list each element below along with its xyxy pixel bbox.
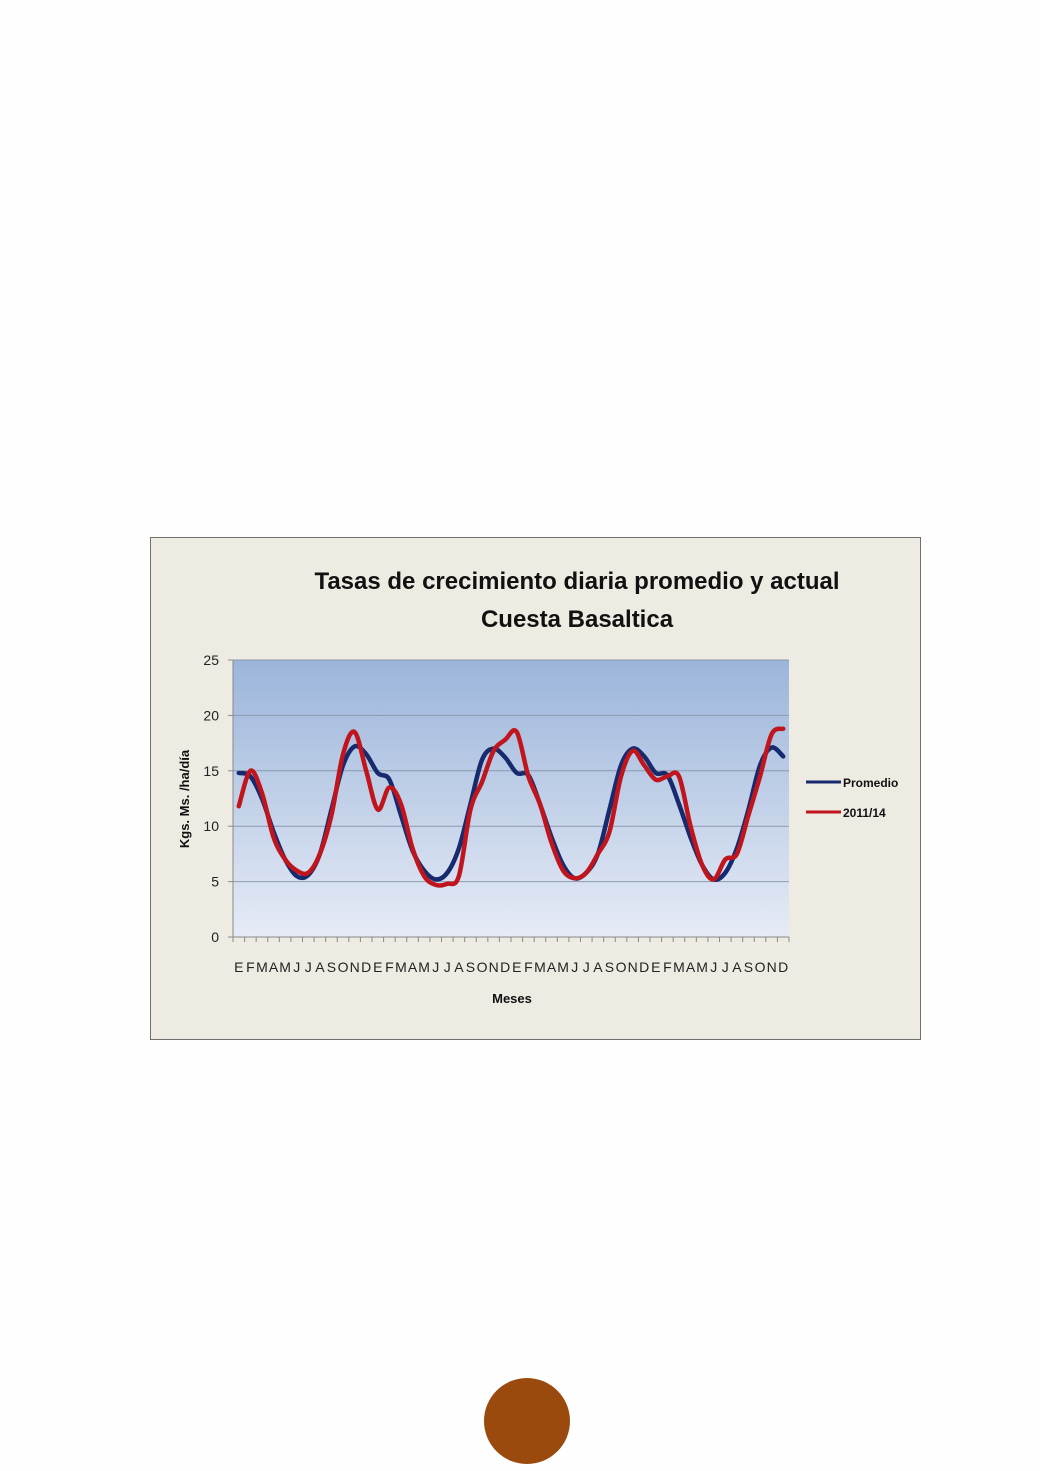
x-tick-label: N	[350, 959, 360, 975]
x-tick-label: A	[732, 959, 742, 975]
x-tick-label: E	[512, 959, 521, 975]
y-tick-label: 10	[203, 818, 219, 834]
x-tick-label: N	[767, 959, 777, 975]
x-tick-label: F	[246, 959, 255, 975]
y-tick-label: 20	[203, 707, 219, 723]
chart-subtitle: Cuesta Basaltica	[481, 606, 674, 633]
x-tick-label: A	[315, 959, 325, 975]
x-tick-label: M	[418, 959, 430, 975]
x-tick-label: J	[571, 959, 578, 975]
x-tick-label: F	[524, 959, 533, 975]
x-tick-label: J	[305, 959, 312, 975]
x-tick-label: J	[583, 959, 590, 975]
x-tick-label: M	[534, 959, 546, 975]
x-tick-label: O	[477, 959, 488, 975]
y-axis-title: Kgs. Ms. /ha/día	[177, 749, 192, 848]
x-tick-label: J	[444, 959, 451, 975]
x-tick-label: E	[234, 959, 243, 975]
x-tick-label: D	[639, 959, 649, 975]
legend: Promedio 2011/14	[806, 776, 898, 820]
y-tick-label: 25	[203, 652, 219, 668]
x-tick-label: A	[547, 959, 557, 975]
x-tick-label: S	[744, 959, 753, 975]
x-tick-label: A	[593, 959, 603, 975]
x-tick-label: D	[500, 959, 510, 975]
x-axis-title: Meses	[492, 991, 532, 1006]
x-tick-label: O	[338, 959, 349, 975]
legend-label-2011-14: 2011/14	[843, 806, 886, 820]
x-tick-label: M	[395, 959, 407, 975]
x-tick-label: M	[256, 959, 268, 975]
x-tick-label: N	[489, 959, 499, 975]
chart-svg: Tasas de crecimiento diaria promedio y a…	[177, 568, 898, 1006]
legend-label-promedio: Promedio	[843, 776, 898, 790]
x-tick-label: J	[722, 959, 729, 975]
x-tick-label: M	[557, 959, 569, 975]
x-tick-label: F	[663, 959, 672, 975]
x-tick-label: A	[269, 959, 279, 975]
x-tick-label: D	[361, 959, 371, 975]
x-tick-label: D	[778, 959, 788, 975]
x-tick-label: F	[385, 959, 394, 975]
x-tick-label: J	[432, 959, 439, 975]
x-tick-label: A	[408, 959, 418, 975]
x-tick-label: S	[605, 959, 614, 975]
x-tick-label: O	[616, 959, 627, 975]
x-tick-label: A	[454, 959, 464, 975]
x-tick-label: M	[673, 959, 685, 975]
chart-frame: Tasas de crecimiento diaria promedio y a…	[150, 537, 921, 1040]
x-tick-label: S	[466, 959, 475, 975]
series-line-2011-14	[236, 726, 786, 888]
y-tick-label: 5	[211, 874, 219, 890]
page-number-dot	[484, 1378, 570, 1464]
y-tick-label: 15	[203, 763, 219, 779]
chart-title: Tasas de crecimiento diaria promedio y a…	[314, 568, 839, 595]
x-tick-label: M	[696, 959, 708, 975]
x-tick-label: S	[327, 959, 336, 975]
x-tick-label: A	[686, 959, 696, 975]
x-tick-label: M	[279, 959, 291, 975]
x-tick-label: O	[755, 959, 766, 975]
x-tick-label: E	[373, 959, 382, 975]
x-tick-label: N	[628, 959, 638, 975]
x-tick-label: J	[710, 959, 717, 975]
plot-area	[233, 660, 789, 937]
y-tick-label: 0	[211, 929, 219, 945]
x-tick-label: J	[293, 959, 300, 975]
x-tick-label: E	[651, 959, 660, 975]
